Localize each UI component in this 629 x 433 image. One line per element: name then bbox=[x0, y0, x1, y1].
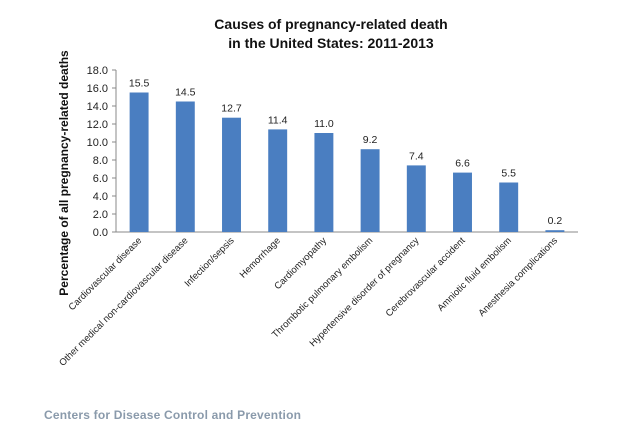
y-tick-label: 2.0 bbox=[93, 209, 108, 221]
bar bbox=[222, 117, 241, 232]
bar bbox=[499, 182, 519, 232]
y-tick-label: 16.0 bbox=[87, 83, 108, 95]
bar bbox=[360, 149, 380, 232]
bar-value-label: 5.5 bbox=[501, 168, 516, 180]
chart-title-line-2: in the United States: 2011-2013 bbox=[228, 35, 434, 51]
bar-value-label: 12.7 bbox=[221, 103, 242, 115]
bar bbox=[545, 230, 565, 232]
bar-value-label: 6.6 bbox=[455, 158, 470, 170]
y-tick-label: 10.0 bbox=[87, 137, 108, 149]
bar-value-label: 9.2 bbox=[363, 134, 378, 146]
y-tick-label: 12.0 bbox=[87, 119, 108, 131]
y-tick-label: 0.0 bbox=[93, 227, 108, 239]
bar-value-label: 0.2 bbox=[548, 215, 563, 227]
chart-title-line-1: Causes of pregnancy-related death bbox=[214, 16, 447, 32]
category-label: Infection/sepsis bbox=[183, 235, 237, 289]
source-credit: Centers for Disease Control and Preventi… bbox=[44, 408, 302, 422]
category-label: Thrombotic pulmonary embolism bbox=[270, 235, 375, 340]
bars bbox=[129, 92, 565, 232]
bar-value-label: 11.0 bbox=[314, 118, 334, 130]
y-tick-label: 8.0 bbox=[93, 155, 108, 167]
y-tick-label: 14.0 bbox=[87, 101, 108, 113]
bar bbox=[268, 129, 288, 232]
y-tick-label: 6.0 bbox=[93, 173, 108, 185]
category-label: Cerebrovascular accident bbox=[384, 235, 468, 319]
category-label: Cardiovascular disease bbox=[67, 235, 145, 313]
y-tick-label: 18.0 bbox=[87, 65, 108, 77]
bar bbox=[314, 133, 334, 232]
bar bbox=[406, 165, 426, 232]
y-ticks: 0.0 2.0 4.0 6.0 8.0 10.0 12.0 14.0 16.0 18.0 bbox=[87, 65, 116, 239]
category-label: Hemorrhage bbox=[238, 235, 283, 280]
category-label: Anesthesia complications bbox=[476, 235, 560, 319]
bar-value-label: 7.4 bbox=[409, 150, 424, 162]
bar bbox=[175, 101, 195, 232]
bar bbox=[129, 92, 149, 232]
data-labels: 15.5 14.5 12.7 11.4 11.0 9.2 7.4 6.6 5.5 0.2 bbox=[129, 78, 562, 228]
y-tick-label: 4.0 bbox=[93, 191, 108, 203]
bar bbox=[453, 172, 472, 232]
bar-value-label: 15.5 bbox=[129, 78, 150, 90]
bar-value-label: 14.5 bbox=[175, 87, 196, 99]
bar-value-label: 11.4 bbox=[268, 114, 288, 126]
y-axis-label: Percentage of all pregnancy-related deat… bbox=[57, 50, 71, 296]
